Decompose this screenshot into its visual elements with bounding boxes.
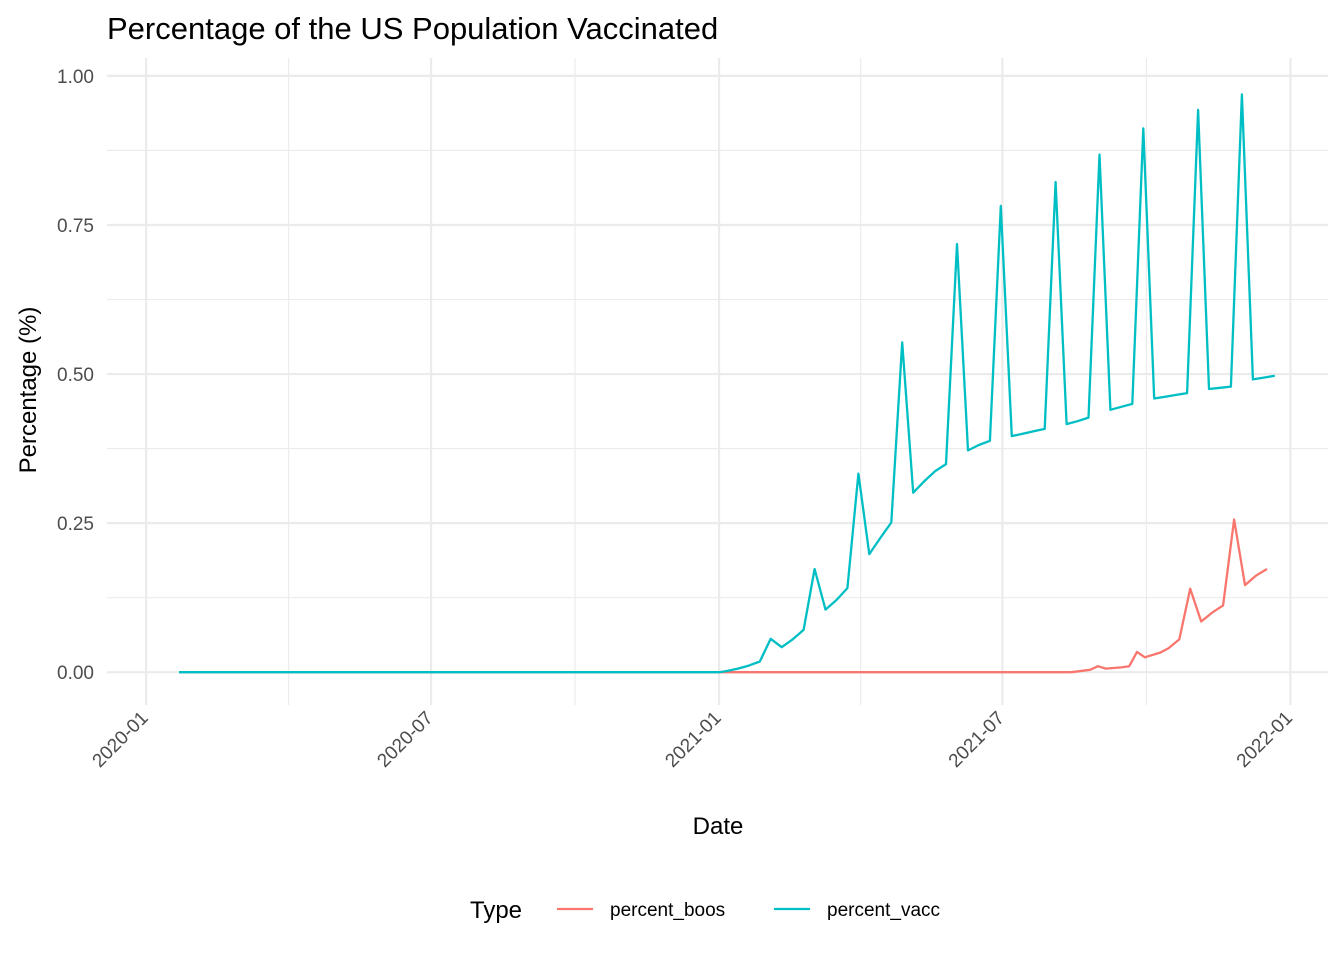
series-line-percent_vacc [179,93,1275,674]
legend-title: Type [470,897,522,924]
series-line-percent_boos [179,518,1268,674]
chart-title: Percentage of the US Population Vaccinat… [107,11,718,46]
y-tick-label: 0.75 [57,216,94,237]
x-axis-label: Date [693,813,744,840]
y-tick-label: 1.00 [57,67,94,88]
y-axis-ticks: 0.00 0.25 0.50 0.75 1.00 [57,67,94,684]
y-tick-label: 0.50 [57,365,94,386]
y-tick-label: 0.00 [57,663,94,684]
series-layer [179,93,1275,674]
grid-minor [107,58,1328,705]
y-axis-label: Percentage (%) [15,307,42,474]
legend-label-percent_boos: percent_boos [610,900,725,921]
legend: Type percent_boos percent_vacc [470,897,940,924]
legend-label-percent_vacc: percent_vacc [827,900,940,921]
y-tick-label: 0.25 [57,514,94,535]
